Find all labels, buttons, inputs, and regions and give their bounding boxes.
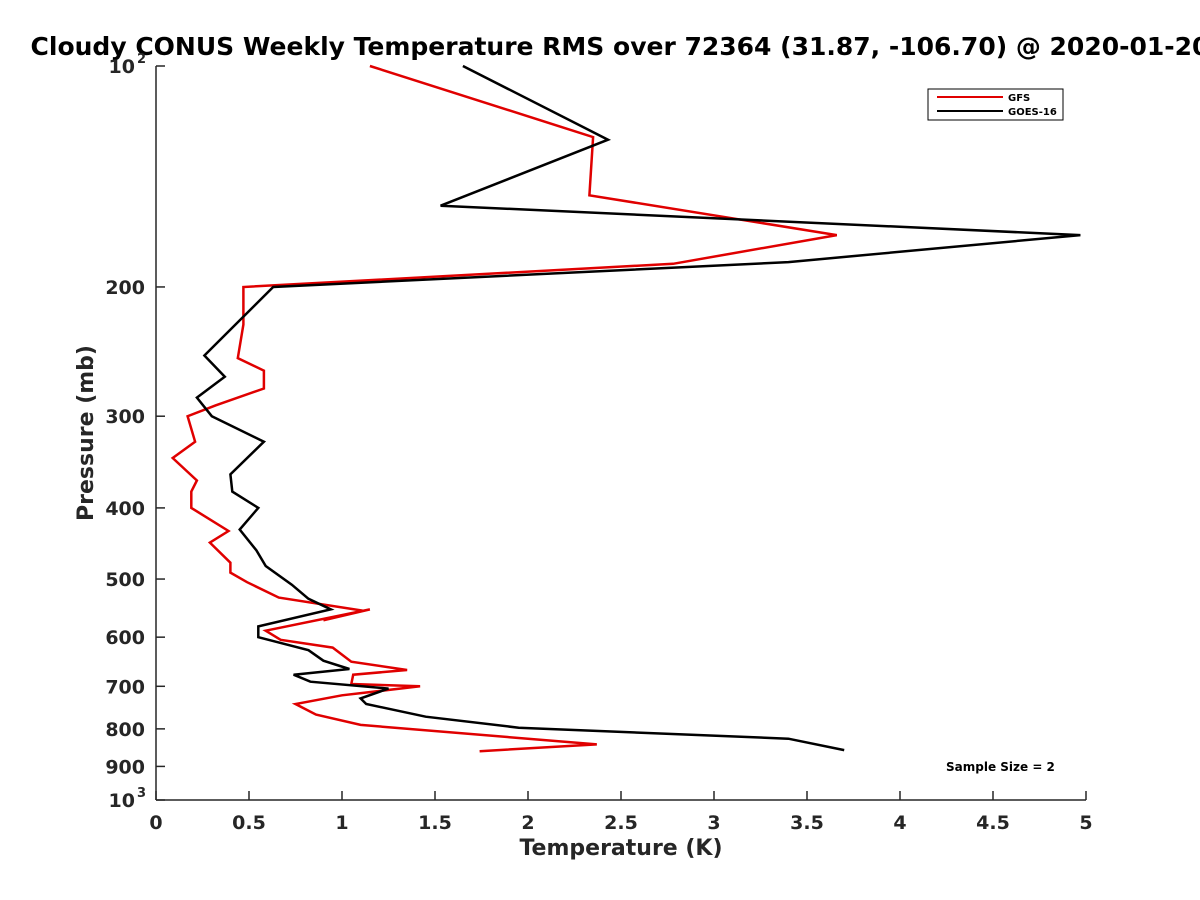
- chart-title: Cloudy CONUS Weekly Temperature RMS over…: [31, 32, 1200, 61]
- legend: GFS GOES-16: [927, 88, 1064, 121]
- series-line-goes16: [195, 64, 1081, 752]
- y-tick-exponent: 2: [137, 52, 146, 67]
- y-tick-label: 200: [105, 277, 145, 299]
- x-tick-label: 2: [521, 812, 534, 834]
- y-tick-label: 800: [105, 719, 145, 741]
- y-tick-label: 700: [105, 676, 145, 698]
- x-tick-label: 2.5: [604, 812, 638, 834]
- legend-box: [927, 88, 1064, 121]
- y-tick-label: 400: [105, 498, 145, 520]
- y-tick-label: 300: [105, 406, 145, 428]
- x-tick-label: 3: [707, 812, 720, 834]
- x-tick-label: 0.5: [232, 812, 266, 834]
- y-axis-label: Pressure (mb): [74, 345, 99, 521]
- x-tick-label: 4.5: [976, 812, 1010, 834]
- y-tick-label: 10: [109, 56, 135, 78]
- y-tick-label: 500: [105, 569, 145, 591]
- x-tick-label: 4: [893, 812, 906, 834]
- x-tick-label: 5: [1079, 812, 1092, 834]
- legend-label-gfs: GFS: [1008, 93, 1030, 104]
- x-axis-ticks: 0 0.5 1 1.5 2 2.5 3 3.5 4 4.5 5: [149, 791, 1093, 834]
- x-tick-label: 3.5: [790, 812, 824, 834]
- sample-size-annotation: Sample Size = 2: [946, 760, 1055, 774]
- x-axis-label: Temperature (K): [519, 836, 722, 861]
- series-layer: [170, 64, 1081, 753]
- series-line-gfs: [170, 64, 838, 753]
- x-tick-label: 1: [335, 812, 348, 834]
- x-tick-label: 0: [149, 812, 162, 834]
- y-tick-label: 900: [105, 756, 145, 778]
- legend-label-goes16: GOES-16: [1008, 107, 1057, 118]
- y-tick-label: 10: [109, 790, 135, 812]
- y-tick-label: 600: [105, 627, 145, 649]
- y-tick-exponent: 3: [137, 786, 146, 801]
- x-tick-label: 1.5: [418, 812, 452, 834]
